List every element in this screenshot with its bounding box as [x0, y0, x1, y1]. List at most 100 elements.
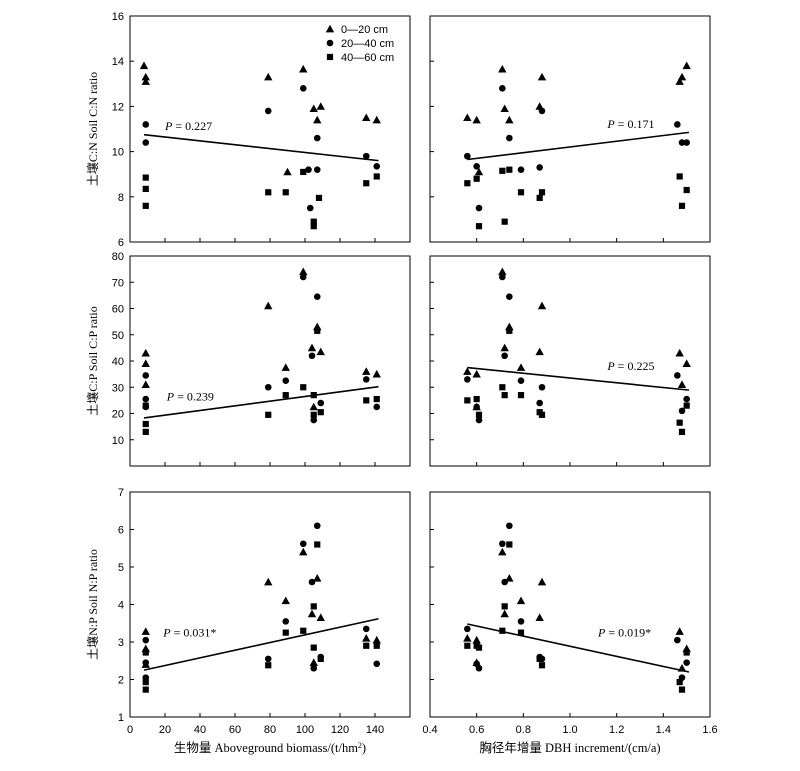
- y-tick-label: 7: [118, 487, 124, 499]
- data-point-circle: [683, 139, 690, 146]
- y-tick-label: 6: [118, 237, 124, 249]
- data-point-square: [517, 629, 525, 636]
- p-value-label: P = 0.225: [606, 359, 654, 373]
- data-point-square: [363, 397, 370, 404]
- x-tick-label: 0.8: [516, 724, 531, 736]
- data-point-circle: [538, 107, 546, 115]
- y-tick-label: 20: [112, 409, 124, 421]
- data-point-triangle: [498, 64, 507, 73]
- p-value-label: P = 0.171: [606, 117, 654, 131]
- data-point-triangle: [472, 369, 481, 378]
- data-point-triangle: [264, 72, 273, 81]
- data-point-triangle: [474, 167, 484, 176]
- data-point-circle: [308, 352, 316, 360]
- data-point-square: [506, 166, 513, 173]
- panel-r2-c1: 0.4 0.6 0.8 1.0 1.2 1.4 1.6 P = 0.019*: [422, 491, 718, 736]
- x-tick-label: 60: [229, 724, 241, 736]
- data-point-square: [475, 644, 483, 651]
- data-point-square: [142, 428, 149, 435]
- data-point-triangle: [463, 634, 472, 642]
- data-point-triangle: [463, 367, 472, 375]
- data-point-triangle: [309, 658, 318, 666]
- data-point-circle: [499, 273, 506, 281]
- data-point-square: [310, 644, 317, 651]
- data-point-circle: [473, 403, 480, 411]
- data-point-triangle: [498, 267, 507, 276]
- data-point-triangle: [313, 574, 322, 582]
- data-point-circle: [282, 618, 290, 625]
- data-point-circle: [678, 407, 686, 415]
- data-point-square: [265, 189, 272, 196]
- data-point-triangle: [141, 77, 150, 85]
- x-tick-label: 40: [194, 724, 206, 736]
- y-tick-label: 2: [118, 675, 124, 687]
- data-point-triangle: [141, 72, 150, 81]
- data-point-circle: [538, 383, 546, 391]
- data-point-triangle: [500, 343, 509, 352]
- legend-label: 0—20 cm: [341, 24, 388, 36]
- x-tick-label: 80: [264, 724, 276, 736]
- data-point-circle: [475, 664, 483, 672]
- p-value-label: P = 0.227: [164, 119, 212, 133]
- data-point-triangle: [299, 267, 308, 276]
- data-point-square: [363, 180, 370, 187]
- data-point-square: [501, 603, 508, 610]
- data-point-circle: [299, 273, 307, 281]
- y-tick-label: 70: [112, 277, 124, 289]
- data-point-triangle: [313, 115, 322, 124]
- data-point-square: [538, 662, 546, 669]
- data-point-triangle: [535, 347, 544, 356]
- data-point-triangle: [309, 104, 318, 113]
- y-tick-label: 10: [112, 147, 124, 159]
- data-point-square: [373, 173, 380, 180]
- x-axis-label: 胸径年增量 DBH increment/(cm/a): [479, 740, 660, 755]
- data-point-triangle: [372, 635, 381, 644]
- data-point-circle: [473, 162, 480, 170]
- data-point-circle: [464, 152, 471, 160]
- data-point-circle: [506, 522, 513, 530]
- data-point-circle: [142, 395, 150, 403]
- data-point-circle: [264, 655, 272, 663]
- data-point-square: [310, 411, 317, 418]
- data-point-triangle: [537, 72, 547, 81]
- data-point-circle: [683, 659, 690, 666]
- data-point-triangle: [264, 301, 273, 310]
- data-point-circle: [517, 166, 525, 173]
- y-tick-label: 40: [112, 356, 124, 368]
- data-point-square: [683, 649, 690, 656]
- y-tick-label: 8: [118, 192, 124, 204]
- y-tick-label: 12: [112, 101, 124, 113]
- data-point-circle: [499, 85, 506, 92]
- data-point-circle: [373, 660, 381, 668]
- p-value-label: P = 0.019*: [597, 625, 651, 639]
- data-point-triangle: [309, 402, 318, 411]
- data-point-square: [142, 185, 149, 192]
- data-point-triangle: [472, 635, 481, 644]
- data-point-square: [464, 180, 471, 187]
- data-point-triangle: [372, 369, 381, 378]
- data-point-square: [538, 189, 546, 196]
- y-axis-label: 土壤C:N Soil C:N ratio: [85, 72, 100, 186]
- panel-frame: [429, 491, 711, 718]
- data-point-triangle: [307, 343, 317, 352]
- data-point-circle: [305, 166, 312, 173]
- legend-marker-circle: [326, 39, 334, 47]
- data-point-square: [538, 411, 546, 418]
- data-point-square: [499, 167, 506, 174]
- data-point-square: [310, 392, 317, 399]
- data-point-circle: [678, 139, 686, 146]
- p-value-label: P = 0.031*: [162, 625, 216, 639]
- data-point-triangle: [677, 72, 687, 81]
- data-point-circle: [142, 636, 150, 644]
- y-tick-label: 16: [112, 11, 124, 23]
- x-tick-label: 100: [296, 724, 314, 736]
- y-axis-label: 土壤C:P Soil C:P ratio: [85, 306, 100, 415]
- data-point-circle: [362, 152, 370, 160]
- data-point-square: [536, 194, 543, 202]
- data-point-square: [683, 402, 690, 409]
- data-point-circle: [306, 204, 314, 212]
- y-tick-label: 50: [112, 330, 124, 342]
- data-point-square: [676, 173, 683, 180]
- data-point-triangle: [535, 613, 544, 621]
